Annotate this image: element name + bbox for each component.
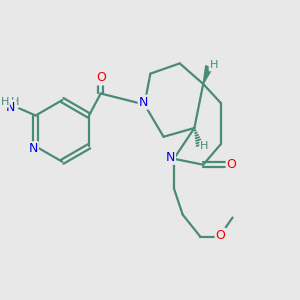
Text: O: O	[227, 158, 237, 171]
Text: H: H	[1, 97, 9, 107]
Text: O: O	[96, 71, 106, 84]
Text: N: N	[6, 101, 15, 114]
Text: O: O	[216, 229, 226, 242]
Text: N: N	[28, 142, 38, 155]
Text: N: N	[166, 151, 175, 164]
Text: H: H	[210, 61, 218, 70]
Polygon shape	[203, 66, 212, 84]
Text: H: H	[200, 142, 208, 152]
Text: H: H	[11, 97, 19, 107]
Text: N: N	[139, 96, 148, 109]
